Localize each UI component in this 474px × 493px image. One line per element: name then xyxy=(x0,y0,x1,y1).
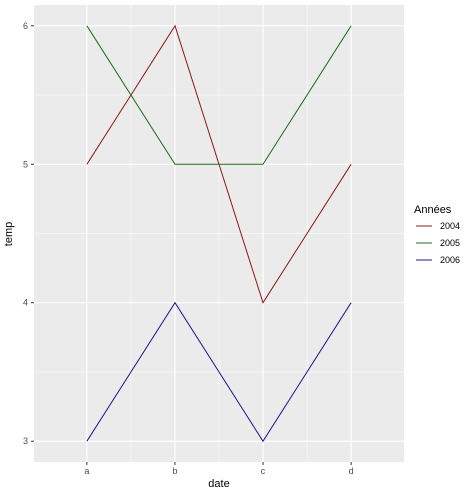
series-line-2006 xyxy=(86,301,352,443)
x-tick-label: c xyxy=(261,466,266,476)
legend-label-2006: 2006 xyxy=(440,255,460,265)
series-lines xyxy=(86,24,352,443)
series-line-2005 xyxy=(86,25,352,165)
y-axis: 3 4 5 6 xyxy=(23,21,34,446)
y-axis-title: temp xyxy=(3,222,15,246)
x-tick-label: d xyxy=(349,466,354,476)
x-axis: a b c d xyxy=(84,462,354,476)
y-tick-label: 4 xyxy=(23,298,28,308)
x-tick-label: a xyxy=(84,466,89,476)
y-tick-label: 5 xyxy=(23,159,28,169)
y-tick-label: 6 xyxy=(23,21,28,31)
major-grid xyxy=(34,5,404,462)
legend-title: Années xyxy=(414,204,452,216)
legend-label-2005: 2005 xyxy=(440,238,460,248)
legend-label-2004: 2004 xyxy=(440,221,460,231)
legend: Années 2004 2005 2006 xyxy=(414,204,460,265)
x-axis-title: date xyxy=(208,478,229,490)
x-tick-label: b xyxy=(172,466,177,476)
y-tick-label: 3 xyxy=(23,436,28,446)
